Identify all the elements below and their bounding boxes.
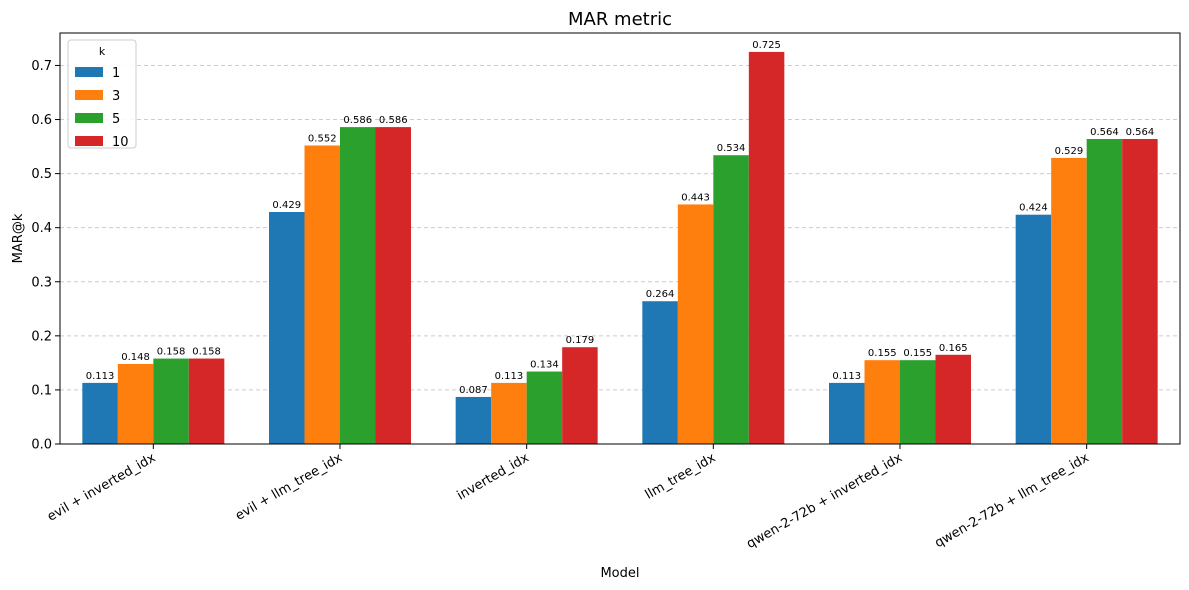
y-tick-label: 0.1 [31, 383, 52, 398]
bar-value-label: 0.534 [717, 143, 746, 154]
bar [82, 382, 118, 444]
bar-value-label: 0.564 [1126, 127, 1155, 138]
bar [491, 382, 527, 444]
legend-label: 10 [112, 135, 129, 150]
legend: k1 3 5 10 [67, 39, 137, 150]
bar-value-label: 0.424 [1019, 203, 1048, 214]
y-tick-label: 0.2 [31, 329, 52, 344]
bar-value-label: 0.113 [86, 371, 115, 382]
data-labels: 0.113 0.148 0.158 0.158 0.429 0.552 0.586 0.586… [86, 40, 1154, 396]
bar [153, 358, 189, 444]
bar-value-label: 0.087 [459, 385, 488, 396]
plot-frame [59, 32, 1181, 445]
bar [526, 371, 563, 444]
x-tick-label: qwen-2-72b + inverted_idx [744, 450, 905, 552]
bar-value-label: 0.725 [752, 40, 781, 51]
bar-value-label: 0.148 [121, 352, 150, 363]
bar-value-label: 0.158 [192, 347, 221, 358]
bar-value-label: 0.134 [530, 360, 559, 371]
bar [1051, 157, 1087, 444]
bar [304, 145, 340, 445]
bar-value-label: 0.113 [832, 371, 861, 382]
y-tick-label: 0.3 [31, 275, 52, 290]
bar-value-label: 0.586 [379, 115, 408, 126]
bar [829, 382, 865, 444]
x-tick-label: evil + llm_tree_idx [233, 450, 345, 523]
bar [642, 301, 678, 444]
bar [677, 204, 714, 444]
legend-label: 3 [112, 89, 120, 104]
x-tick-label: llm_tree_idx [643, 450, 719, 502]
bar [748, 51, 785, 444]
y-tick-label: 0.6 [31, 113, 52, 128]
bar [1015, 214, 1052, 444]
bar-value-label: 0.443 [681, 192, 710, 203]
y-tick-label: 0.4 [31, 221, 52, 236]
bar-value-label: 0.586 [343, 115, 372, 126]
bar [269, 212, 305, 444]
grid-lines [60, 64, 1180, 391]
bar [864, 360, 900, 444]
y-tick-label: 0.5 [31, 167, 52, 182]
legend-label: 5 [112, 112, 120, 127]
bar-value-label: 0.564 [1090, 127, 1119, 138]
bar-value-label: 0.155 [868, 348, 897, 359]
bar-value-label: 0.529 [1055, 146, 1084, 157]
x-tick-label: inverted_idx [455, 450, 532, 503]
bar-value-label: 0.155 [903, 348, 932, 359]
bar [562, 347, 598, 444]
y-tick-label: 0.0 [31, 438, 52, 453]
y-axis-title: MAR@k [11, 213, 26, 263]
bar [455, 396, 492, 444]
bar [713, 155, 749, 444]
bar [935, 354, 971, 444]
x-axis-title: Model [600, 566, 639, 581]
bar-value-label: 0.264 [646, 289, 675, 300]
bar [900, 360, 936, 444]
bar [188, 358, 225, 444]
legend-swatch [75, 67, 103, 77]
legend-label: 1 [112, 66, 120, 81]
bar [375, 127, 411, 445]
bar [1086, 138, 1123, 444]
legend-swatch [75, 113, 103, 123]
legend-swatch [75, 136, 103, 146]
y-axis: 0.0 0.1 0.2 0.3 0.4 0.5 0.6 0.7 [31, 59, 60, 453]
bar [1122, 138, 1158, 444]
bar-value-label: 0.165 [939, 343, 968, 354]
legend-swatch [75, 90, 103, 100]
bar-value-label: 0.158 [157, 347, 186, 358]
x-axis: evil + inverted_idx evil + llm_tree_idx in… [45, 444, 1092, 552]
bars [82, 51, 1158, 445]
bar-value-label: 0.552 [308, 133, 337, 144]
legend-title: k [99, 45, 106, 58]
x-tick-label: evil + inverted_idx [45, 450, 159, 524]
y-tick-label: 0.7 [31, 59, 52, 74]
chart-title: MAR metric [568, 9, 672, 30]
bar-value-label: 0.113 [495, 371, 524, 382]
bar [340, 127, 376, 445]
bar-value-label: 0.429 [272, 200, 301, 211]
x-tick-label: qwen-2-72b + llm_tree_idx [932, 450, 1092, 551]
bar [117, 363, 154, 444]
bar-value-label: 0.179 [566, 335, 595, 346]
